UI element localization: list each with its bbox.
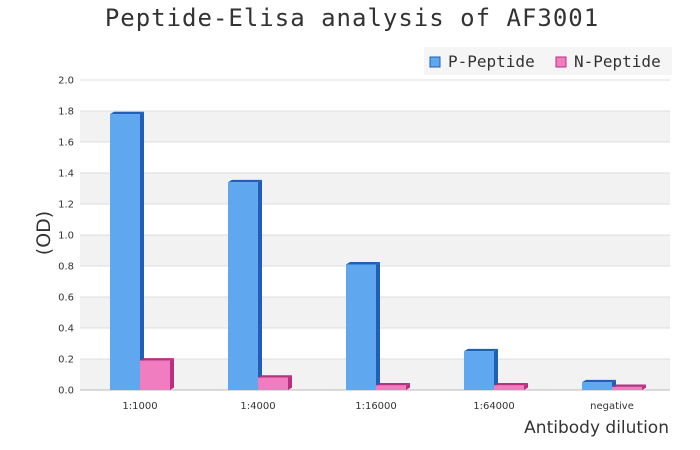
- y-tick-label: 0.4: [58, 324, 74, 335]
- y-tick-label: 2.0: [58, 76, 74, 87]
- x-tick-label: 1:4000: [240, 401, 275, 412]
- bar-n-peptide-4: [612, 386, 642, 390]
- bar-n-peptide-2: [376, 385, 406, 390]
- bar-side: [288, 375, 292, 390]
- x-tick-label: 1:64000: [473, 401, 515, 412]
- bar-top: [346, 262, 380, 265]
- bar-side: [406, 382, 410, 390]
- grid-band: [80, 204, 670, 235]
- bar-p-peptide-2: [346, 264, 376, 390]
- bar-top: [612, 384, 646, 387]
- x-tick-label: 1:1000: [122, 401, 157, 412]
- grid-band: [80, 235, 670, 266]
- bar-side: [140, 111, 144, 390]
- bar-p-peptide-4: [582, 382, 612, 390]
- y-tick-label: 0.6: [58, 293, 74, 304]
- bar-p-peptide-1: [228, 182, 258, 390]
- y-tick-label: 1.2: [58, 200, 74, 211]
- y-tick-label: 1.0: [58, 231, 74, 242]
- grid-band: [80, 142, 670, 173]
- x-axis-label: Antibody dilution: [524, 418, 669, 438]
- y-tick-label: 1.8: [58, 107, 74, 118]
- bar-side: [170, 358, 174, 390]
- y-tick-label: 0.8: [58, 262, 74, 273]
- bar-n-peptide-3: [494, 385, 524, 390]
- bar-top: [258, 375, 292, 378]
- x-tick-label: 1:16000: [355, 401, 397, 412]
- bar-top: [376, 382, 410, 386]
- legend-swatch-n-peptide: [555, 56, 567, 68]
- bar-top: [110, 111, 144, 115]
- legend-label-n-peptide: N-Peptide: [574, 52, 661, 71]
- bar-top: [494, 382, 528, 386]
- bar-n-peptide-1: [258, 377, 288, 390]
- y-tick-label: 1.4: [58, 169, 74, 180]
- legend-swatch-p-peptide: [429, 56, 441, 68]
- bar-p-peptide-0: [110, 114, 140, 390]
- chart-title: Peptide-Elisa analysis of AF3001: [105, 4, 599, 32]
- grid-band: [80, 111, 670, 142]
- legend-box: [424, 47, 672, 75]
- legend-label-p-peptide: P-Peptide: [448, 52, 535, 71]
- bar-top: [464, 348, 498, 352]
- bar-top: [228, 179, 262, 183]
- y-tick-label: 1.6: [58, 138, 74, 149]
- grid-band: [80, 173, 670, 204]
- bar-side: [524, 382, 528, 390]
- y-tick-label: 0.2: [58, 355, 74, 366]
- bars: [110, 111, 646, 390]
- bar-p-peptide-3: [464, 351, 494, 390]
- y-tick-label: 0.0: [58, 386, 74, 397]
- bar-top: [582, 379, 616, 383]
- bar-n-peptide-0: [140, 360, 170, 390]
- bar-top: [140, 358, 174, 361]
- bar-side: [494, 348, 498, 390]
- grid-band: [80, 80, 670, 111]
- x-tick-label: negative: [590, 401, 634, 412]
- axis-ticks: 0.0 0.2 0.4 0.6 0.8 1.0 1.2 1.4 1.6 1.8 2.0 1:1000 1…: [58, 76, 634, 413]
- bar-side: [258, 179, 262, 390]
- bar-side: [642, 384, 646, 390]
- bar-side: [376, 262, 380, 390]
- y-axis-label: (OD): [33, 211, 55, 255]
